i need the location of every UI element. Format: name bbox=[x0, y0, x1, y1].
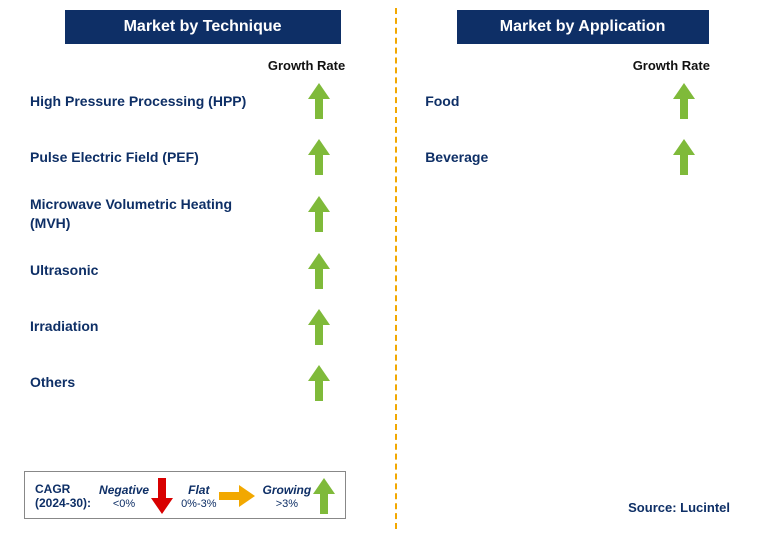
arrow-up-icon bbox=[308, 365, 330, 401]
list-item: High Pressure Processing (HPP) bbox=[30, 83, 375, 119]
arrow-up-icon bbox=[313, 478, 335, 514]
technique-items: High Pressure Processing (HPP) Pulse Elec… bbox=[30, 83, 375, 401]
arrow-up-icon bbox=[308, 139, 330, 175]
legend-flat: Flat 0%-3% bbox=[181, 483, 254, 510]
legend-negative: Negative <0% bbox=[99, 478, 173, 514]
item-label: Beverage bbox=[425, 148, 488, 167]
legend-flat-sub: 0%-3% bbox=[181, 498, 216, 510]
list-item: Microwave Volumetric Heating (MVH) bbox=[30, 195, 375, 233]
arrow-up-icon bbox=[308, 83, 330, 119]
arrow-right-icon bbox=[219, 485, 255, 507]
list-item: Ultrasonic bbox=[30, 253, 375, 289]
legend-grow-sub: >3% bbox=[276, 498, 298, 510]
legend-flat-label: Flat bbox=[188, 483, 209, 497]
arrow-up-icon bbox=[308, 309, 330, 345]
list-item: Beverage bbox=[425, 139, 740, 175]
legend-neg-label: Negative bbox=[99, 483, 149, 497]
list-item: Irradiation bbox=[30, 309, 375, 345]
item-label: Food bbox=[425, 92, 459, 111]
item-label: Microwave Volumetric Heating (MVH) bbox=[30, 195, 250, 233]
list-item: Pulse Electric Field (PEF) bbox=[30, 139, 375, 175]
legend-growing: Growing >3% bbox=[263, 478, 336, 514]
growth-rate-label-left: Growth Rate bbox=[30, 58, 375, 73]
panel-technique: Market by Technique Growth Rate High Pre… bbox=[0, 0, 395, 537]
source-label: Source: Lucintel bbox=[628, 500, 730, 515]
arrow-down-icon bbox=[151, 478, 173, 514]
arrow-up-icon bbox=[673, 83, 695, 119]
item-label: Others bbox=[30, 373, 75, 392]
arrow-up-icon bbox=[308, 253, 330, 289]
legend-title: CAGR (2024-30): bbox=[35, 482, 91, 511]
panel-application: Market by Application Growth Rate Food Be… bbox=[395, 0, 760, 537]
legend-grow-label: Growing bbox=[263, 483, 312, 497]
legend-title-line2: (2024-30): bbox=[35, 496, 91, 510]
legend-neg-sub: <0% bbox=[113, 498, 135, 510]
item-label: Ultrasonic bbox=[30, 261, 98, 280]
panel-header-application: Market by Application bbox=[457, 10, 709, 44]
item-label: High Pressure Processing (HPP) bbox=[30, 92, 246, 111]
panels-container: Market by Technique Growth Rate High Pre… bbox=[0, 0, 760, 537]
item-label: Pulse Electric Field (PEF) bbox=[30, 148, 199, 167]
list-item: Food bbox=[425, 83, 740, 119]
arrow-up-icon bbox=[308, 196, 330, 232]
growth-rate-label-right: Growth Rate bbox=[425, 58, 740, 73]
item-label: Irradiation bbox=[30, 317, 98, 336]
legend: CAGR (2024-30): Negative <0% Flat 0%-3% … bbox=[24, 471, 346, 519]
panel-header-technique: Market by Technique bbox=[65, 10, 341, 44]
panel-divider bbox=[395, 8, 397, 529]
list-item: Others bbox=[30, 365, 375, 401]
arrow-up-icon bbox=[673, 139, 695, 175]
application-items: Food Beverage bbox=[425, 83, 740, 175]
legend-title-line1: CAGR bbox=[35, 482, 70, 496]
